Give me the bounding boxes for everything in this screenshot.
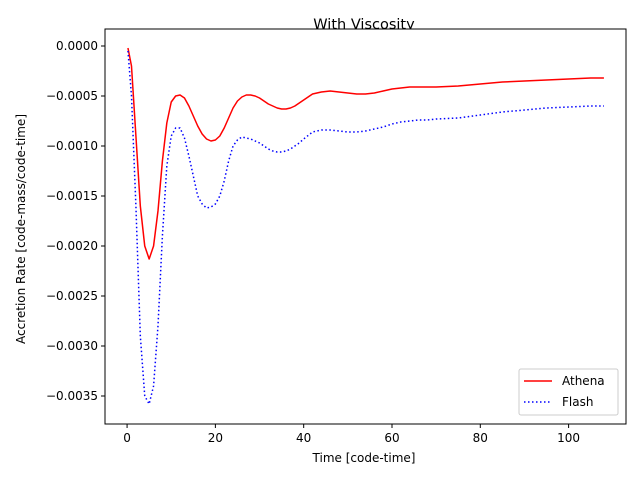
y-tick-label: −0.0015 (46, 189, 98, 203)
y-axis: 0.0000 −0.0005 −0.0010 −0.0015 −0.0020 −0.002… (46, 39, 105, 403)
y-tick-label: −0.0025 (46, 289, 98, 303)
plot-background (105, 29, 626, 424)
legend: Athena Flash (518, 368, 619, 416)
x-tick-label: 20 (208, 431, 223, 445)
x-tick-label: 60 (384, 431, 399, 445)
y-tick-label: −0.0035 (46, 389, 98, 403)
series-layer (127, 47, 604, 405)
legend-label-flash: Flash (562, 395, 593, 409)
y-tick-label: −0.0010 (46, 139, 98, 153)
series-line-flash (127, 50, 604, 405)
x-tick-label: 80 (473, 431, 488, 445)
plot-area (104, 28, 627, 425)
y-tick-label: −0.0020 (46, 239, 98, 253)
x-tick-label: 40 (296, 431, 311, 445)
y-tick-label: −0.0030 (46, 339, 98, 353)
x-axis: 0 20 40 60 80 100 (123, 424, 580, 445)
y-axis-label: Accretion Rate [code-mass/code-time] (14, 114, 28, 344)
x-tick-label: 100 (557, 431, 580, 445)
y-tick-label: 0.0000 (56, 39, 98, 53)
x-axis-label: Time [code-time] (312, 451, 416, 465)
series-line-athena (127, 47, 604, 260)
plot-frame (104, 28, 627, 425)
legend-label-athena: Athena (562, 374, 605, 388)
y-tick-label: −0.0005 (46, 89, 98, 103)
x-tick-label: 0 (123, 431, 131, 445)
